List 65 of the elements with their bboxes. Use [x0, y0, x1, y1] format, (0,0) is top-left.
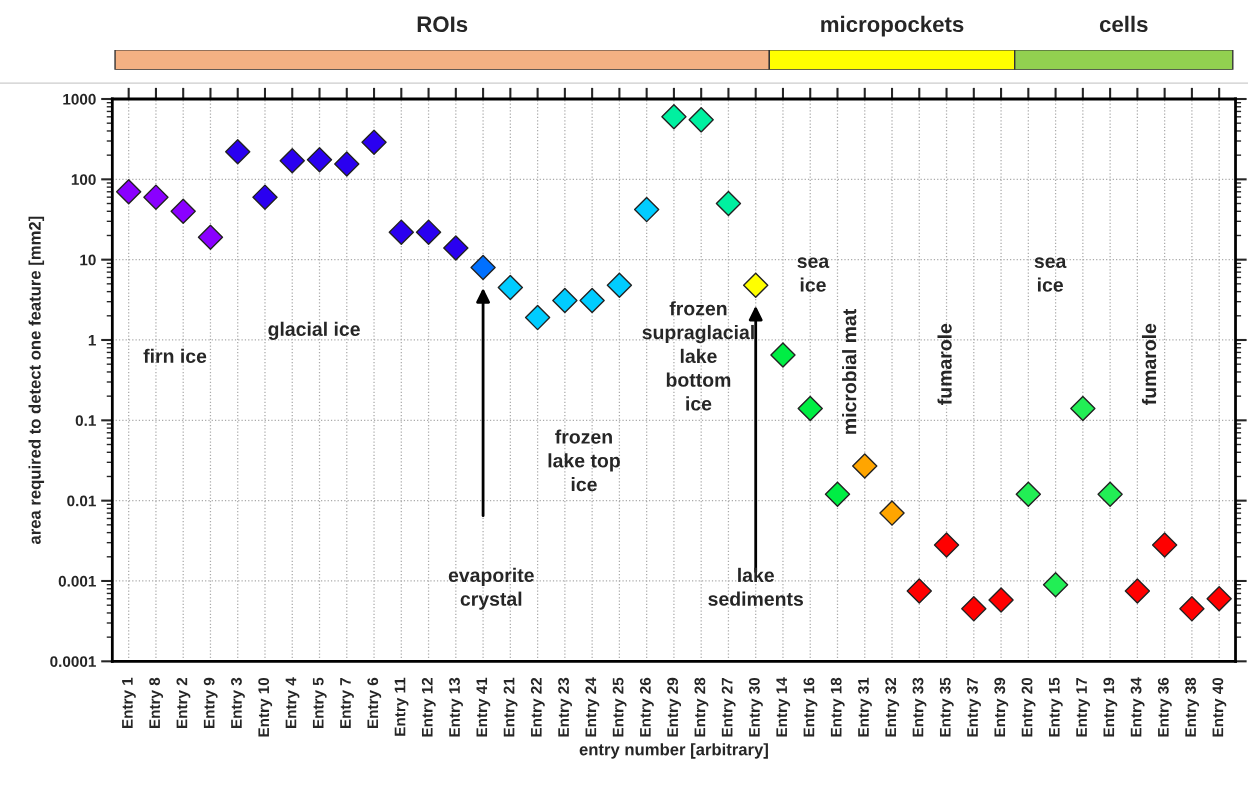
x-tick-label: Entry 21 [503, 677, 518, 737]
x-tick-label: Entry 2 [176, 677, 191, 729]
x-tick-label: Entry 3 [231, 677, 245, 729]
x-tick-label: Entry 41 [476, 677, 491, 737]
x-tick-label: Entry 5 [312, 677, 327, 729]
x-tick-label: Entry 28 [694, 677, 709, 737]
x-tick-label: Entry 7 [340, 677, 354, 729]
x-tick-label: Entry 8 [149, 677, 164, 729]
x-tick-label: Entry 32 [885, 677, 900, 737]
x-tick-label: Entry 10 [258, 677, 273, 737]
y-tick-label: 0.1 [75, 415, 96, 427]
y-tick-label: 0.001 [58, 575, 96, 587]
x-tick-label: Entry 11 [394, 677, 409, 736]
y-tick-label: 1 [88, 335, 96, 346]
annotation: sea ice [797, 257, 830, 292]
annotation: sea ice [1034, 257, 1067, 292]
annotation: fumarole [937, 323, 952, 405]
x-tick-label: Entry 13 [449, 677, 463, 737]
x-axis-title: entry number [arbitrary] [579, 743, 768, 759]
x-tick-label: Entry 19 [1103, 677, 1118, 737]
y-tick-label: 1000 [63, 93, 96, 105]
x-tick-label: Entry 37 [967, 677, 981, 737]
x-tick-label: Entry 4 [285, 677, 300, 729]
y-tick-label: 0.01 [67, 495, 96, 507]
annotation: fumarole [1141, 323, 1157, 405]
x-tick-label: Entry 33 [912, 677, 927, 737]
text: cells [1099, 15, 1148, 33]
annotation: frozen supraglacial lake bottom ice [642, 301, 754, 411]
x-tick-label: Entry 1 [122, 677, 136, 729]
x-tick-label: Entry 26 [639, 677, 654, 737]
x-tick-label: Entry 14 [776, 677, 791, 737]
x-tick-label: Entry 16 [803, 677, 818, 737]
x-tick-label: Entry 24 [585, 677, 600, 737]
y-axis-title: area required to detect one feature [mm2] [28, 216, 45, 545]
annotation: lake sediments [708, 567, 803, 606]
text: micropockets [821, 15, 964, 37]
x-tick-label: Entry 36 [1157, 677, 1172, 737]
x-tick-label: Entry 17 [1076, 677, 1090, 737]
x-tick-label: Entry 6 [367, 677, 382, 729]
y-tick-label: 10 [80, 254, 96, 266]
x-tick-label: Entry 9 [203, 677, 218, 729]
x-tick-label: Entry 27 [721, 677, 736, 737]
x-tick-label: Entry 15 [1049, 677, 1063, 737]
annotation: microbial mat [842, 308, 857, 434]
y-tick-label: 0.0001 [50, 656, 96, 668]
text: ROIs [417, 16, 468, 33]
x-tick-label: Entry 31 [858, 677, 872, 737]
x-tick-label: Entry 39 [994, 677, 1009, 737]
annotation: glacial ice [268, 321, 360, 340]
annotation: frozen lake top ice [548, 429, 620, 492]
x-tick-label: Entry 12 [421, 677, 436, 737]
x-tick-label: Entry 22 [530, 677, 545, 737]
x-tick-label: Entry 25 [612, 677, 627, 737]
x-tick-label: Entry 38 [1185, 677, 1200, 737]
annotation: firn ice [143, 348, 207, 364]
y-tick-label: 100 [71, 174, 96, 186]
x-tick-label: Entry 35 [939, 677, 954, 737]
x-tick-label: Entry 18 [830, 677, 845, 737]
x-tick-label: Entry 29 [667, 677, 682, 737]
x-tick-label: Entry 40 [1212, 677, 1227, 737]
x-tick-label: Entry 23 [558, 677, 572, 737]
x-tick-label: Entry 34 [1130, 677, 1145, 737]
x-tick-label: Entry 30 [748, 677, 763, 737]
annotation: evaporite crystal [448, 567, 534, 610]
x-tick-label: Entry 20 [1021, 677, 1036, 737]
